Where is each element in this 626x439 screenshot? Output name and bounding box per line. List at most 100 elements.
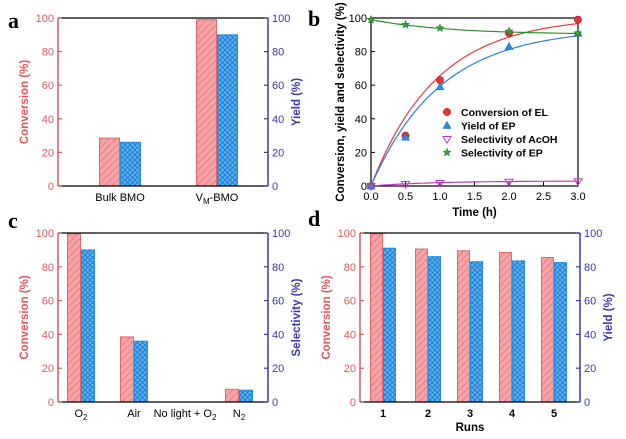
c-left-axis-title: Conversion (%) [19,275,31,360]
d-left-tick-label: 100 [338,228,356,240]
b-legend-marker-3 [442,147,452,157]
c-bar-conversion-1 [120,336,134,403]
b-legend-label-3: Selectivity of EP [461,148,543,160]
a-bar-yield-1 [217,34,238,187]
c-right-tick-label: 20 [272,363,284,375]
b-point-2-1 [400,180,411,189]
b-y-tick-label: 100 [349,13,367,25]
c-x-tick-label: N2 [233,408,246,422]
b-x-tick-label: 0.5 [398,191,413,203]
a-left-tick-label: 60 [42,80,54,92]
b-point-1-3 [504,41,514,50]
c-left-tick-label: 60 [42,296,54,308]
panel-c-atmosphere-bar-chart: O2 Air No light + O2 N2 0 20 40 60 80 100 0 20 40 60 8… [19,228,303,422]
a-left-tick-label: 80 [42,47,54,59]
panel-label-c: c [8,208,18,233]
c-left-tick-label: 100 [36,228,54,240]
d-x-tick-label: 1 [380,408,386,420]
panel-b-time-course-line-chart: 0.0 0.5 1.0 1.5 2.0 2.5 3.0 0 20 40 60 80 100 Time (h… [335,2,586,219]
a-bar-yield-0 [120,141,141,187]
d-bar-conversion-2 [457,250,470,403]
c-x-tick-label: O2 [74,408,88,422]
a-right-tick-label: 0 [272,181,278,193]
d-bar-conversion-3 [499,251,512,403]
d-x-tick-label: 3 [467,408,473,420]
c-left-tick-label: 40 [42,329,54,341]
panel-label-b: b [308,6,320,31]
panel-label-a: a [8,8,19,33]
b-point-0-4 [574,15,582,24]
d-right-axis-title: Yield (%) [603,293,615,341]
b-x-tick-label: 1.5 [467,191,482,203]
panel-label-d: d [308,206,320,231]
b-point-3-3 [504,26,514,36]
b-y-tick-label: 20 [355,147,367,159]
d-x-tick-label: 4 [509,408,516,420]
b-y-tick-label: 80 [355,47,367,59]
c-bar-selectivity-1 [134,340,148,403]
b-legend-label-2: Selectivity of AcOH [461,134,557,146]
a-bar-conversion-0 [99,137,120,187]
b-point-1-2 [435,82,445,91]
b-x-tick-label: 0.0 [363,191,378,203]
b-x-tick-label: 2.0 [501,191,516,203]
d-right-tick-label: 80 [584,262,596,274]
b-legend-marker-2 [442,136,452,144]
b-y-tick-label: 60 [355,80,367,92]
b-fit-curve-0 [370,23,579,187]
b-legend-marker-1 [442,120,452,129]
c-left-tick-label: 80 [42,262,54,274]
c-right-tick-label: 0 [272,397,278,409]
b-fit-curve-2 [370,180,579,187]
b-point-2-0 [366,183,376,191]
b-x-tick-label: 3.0 [570,191,585,203]
c-right-tick-label: 100 [272,228,290,240]
a-left-tick-label: 20 [42,147,54,159]
c-bar-conversion-0 [67,233,81,403]
d-left-tick-label: 40 [344,329,356,341]
d-bar-conversion-1 [415,248,428,403]
d-left-axis-title: Conversion (%) [321,275,333,360]
d-x-tick-label: 2 [425,408,431,420]
c-right-tick-label: 80 [272,262,284,274]
b-y-tick-label: 40 [355,114,367,126]
d-right-tick-label: 100 [584,228,602,240]
a-left-tick-label: 40 [42,114,54,126]
d-right-tick-label: 40 [584,329,596,341]
panel-d-recycling-runs-bar-chart: 1 2 3 4 5 0 20 40 60 80 100 0 20 40 60 80 100 Conversion … [321,228,615,434]
d-bar-yield-0 [383,247,396,403]
c-left-tick-label: 20 [42,363,54,375]
b-legend-marker-0 [443,108,451,116]
a-right-tick-label: 100 [272,13,290,25]
b-point-3-2 [435,23,445,33]
c-bar-selectivity-0 [81,249,95,403]
d-bar-yield-4 [554,262,567,403]
a-left-axis-title: Conversion (%) [19,60,31,145]
a-left-tick-label: 0 [48,181,54,193]
a-left-tick-label: 100 [36,13,54,25]
b-point-1-1 [401,132,410,141]
a-right-tick-label: 20 [272,147,284,159]
b-point-2-2 [435,179,445,188]
b-x-tick-label: 1.0 [432,191,447,203]
b-plot-frame [370,17,579,187]
a-right-tick-label: 80 [272,47,284,59]
b-fit-curve-3 [370,19,579,35]
c-left-tick-label: 0 [48,397,54,409]
b-point-2-3 [504,178,514,187]
a-x-tick-label: Bulk BMO [95,192,145,204]
c-right-tick-label: 60 [272,296,284,308]
d-bar-conversion-0 [370,233,383,403]
b-x-axis-title: Time (h) [452,207,497,219]
d-right-tick-label: 0 [584,397,590,409]
d-x-axis-title: Runs [456,422,485,434]
d-bar-yield-2 [470,261,483,403]
c-x-tick-label: No light + O2 [154,408,217,422]
d-left-tick-label: 60 [344,296,356,308]
b-point-3-0 [366,14,376,24]
b-x-tick-label: 2.5 [536,191,551,203]
d-right-tick-label: 60 [584,296,596,308]
a-right-tick-label: 60 [272,80,284,92]
d-left-tick-label: 0 [350,397,356,409]
b-y-axis-title: Conversion, yield and selectivity (%) [335,2,347,202]
